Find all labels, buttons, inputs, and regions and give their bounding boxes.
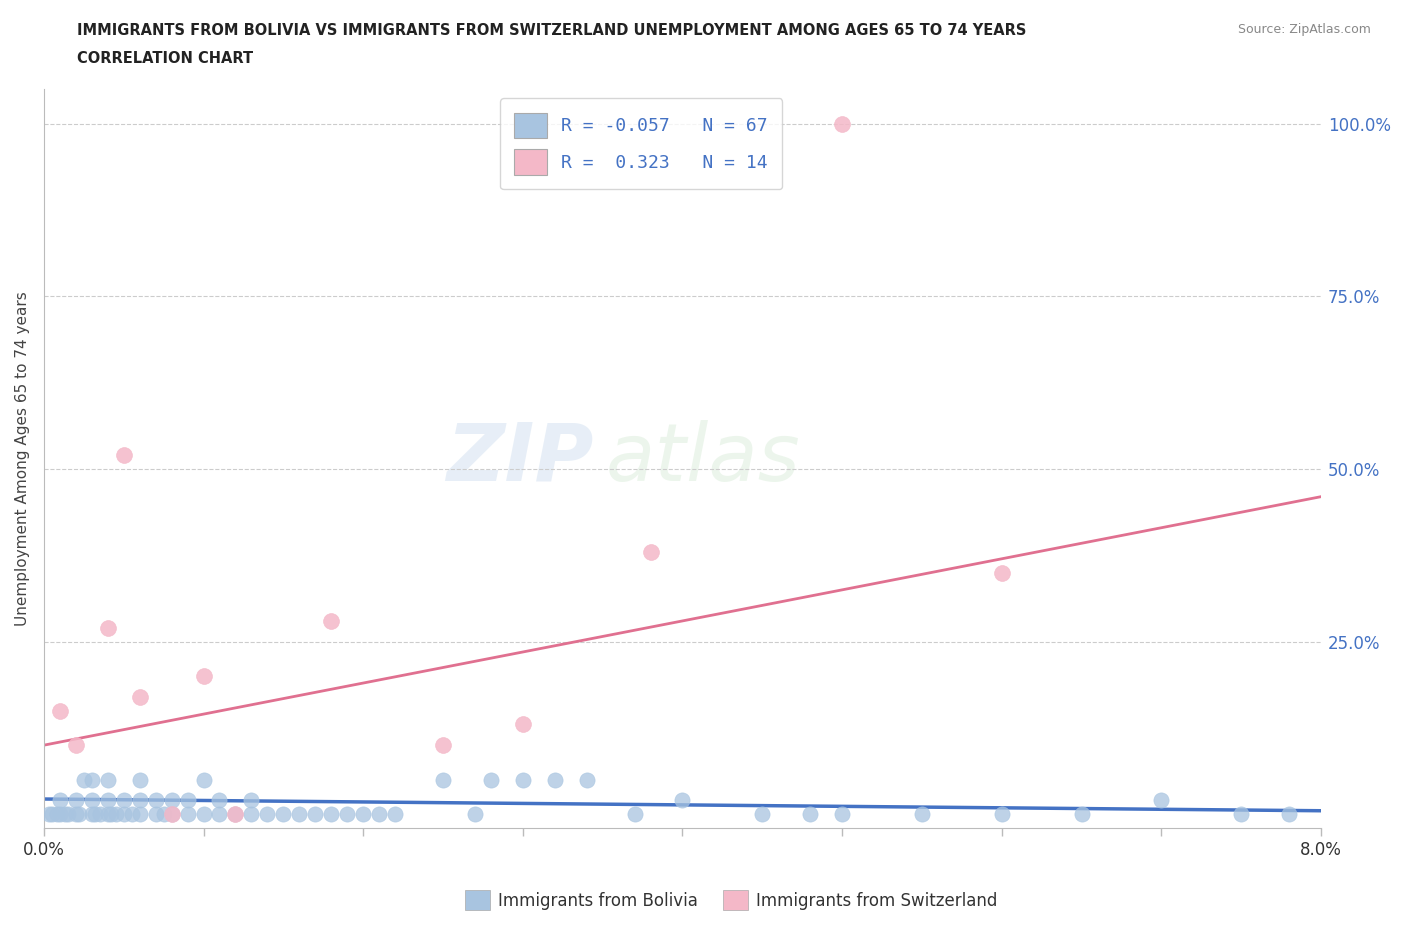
Point [49, 703, 72, 718]
Point [256, 806, 278, 821]
Text: IMMIGRANTS FROM BOLIVIA VS IMMIGRANTS FROM SWITZERLAND UNEMPLOYMENT AMONG AGES 6: IMMIGRANTS FROM BOLIVIA VS IMMIGRANTS FR… [77, 23, 1026, 38]
Point [623, 806, 645, 821]
Point [152, 806, 174, 821]
Text: Source: ZipAtlas.com: Source: ZipAtlas.com [1237, 23, 1371, 36]
Point [273, 806, 295, 821]
Point [831, 116, 853, 131]
Point [38, 806, 60, 821]
Point [80, 772, 103, 787]
Point [97, 793, 120, 808]
Point [512, 772, 534, 787]
Point [160, 793, 183, 808]
Legend: R = -0.057   N = 67, R =  0.323   N = 14: R = -0.057 N = 67, R = 0.323 N = 14 [501, 99, 782, 189]
Point [160, 806, 183, 821]
Point [831, 806, 853, 821]
Legend: Immigrants from Bolivia, Immigrants from Switzerland: Immigrants from Bolivia, Immigrants from… [458, 884, 1004, 917]
Point [990, 806, 1012, 821]
Point [479, 772, 502, 787]
Point [41, 806, 63, 821]
Point [193, 669, 215, 684]
Point [799, 806, 821, 821]
Point [160, 806, 183, 821]
Point [1278, 806, 1301, 821]
Point [288, 806, 311, 821]
Point [128, 806, 150, 821]
Point [112, 448, 135, 463]
Point [56, 806, 79, 821]
Point [575, 772, 598, 787]
Point [104, 806, 127, 821]
Point [544, 772, 567, 787]
Point [1230, 806, 1253, 821]
Point [97, 772, 120, 787]
Point [671, 793, 693, 808]
Point [67, 806, 90, 821]
Point [53, 806, 76, 821]
Point [1150, 793, 1173, 808]
Point [321, 806, 343, 821]
Point [145, 806, 167, 821]
Point [512, 717, 534, 732]
Point [193, 806, 215, 821]
Point [193, 772, 215, 787]
Point [97, 806, 120, 821]
Point [240, 806, 263, 821]
Point [84, 806, 107, 821]
Point [176, 793, 198, 808]
Point [49, 793, 72, 808]
Point [352, 806, 374, 821]
Point [73, 772, 96, 787]
Point [112, 793, 135, 808]
Point [240, 793, 263, 808]
Point [145, 793, 167, 808]
Point [80, 793, 103, 808]
Text: atlas: atlas [606, 419, 800, 498]
Point [336, 806, 359, 821]
Point [128, 793, 150, 808]
Point [751, 806, 773, 821]
Point [432, 772, 454, 787]
Point [128, 689, 150, 704]
Text: ZIP: ZIP [446, 419, 593, 498]
Point [176, 806, 198, 821]
Point [321, 614, 343, 629]
Point [112, 806, 135, 821]
Point [990, 565, 1012, 580]
Point [45, 806, 67, 821]
Point [80, 806, 103, 821]
Point [432, 737, 454, 752]
Point [65, 806, 87, 821]
Point [65, 737, 87, 752]
Point [224, 806, 246, 821]
Point [49, 806, 72, 821]
Point [208, 806, 231, 821]
Point [208, 793, 231, 808]
Point [89, 806, 111, 821]
Point [1070, 806, 1092, 821]
Text: CORRELATION CHART: CORRELATION CHART [77, 51, 253, 66]
Point [384, 806, 406, 821]
Point [97, 620, 120, 635]
Point [304, 806, 326, 821]
Point [640, 544, 662, 559]
Point [368, 806, 391, 821]
Point [65, 793, 87, 808]
Y-axis label: Unemployment Among Ages 65 to 74 years: Unemployment Among Ages 65 to 74 years [15, 291, 30, 626]
Point [911, 806, 934, 821]
Point [128, 772, 150, 787]
Point [100, 806, 122, 821]
Point [224, 806, 246, 821]
Point [121, 806, 143, 821]
Point [464, 806, 486, 821]
